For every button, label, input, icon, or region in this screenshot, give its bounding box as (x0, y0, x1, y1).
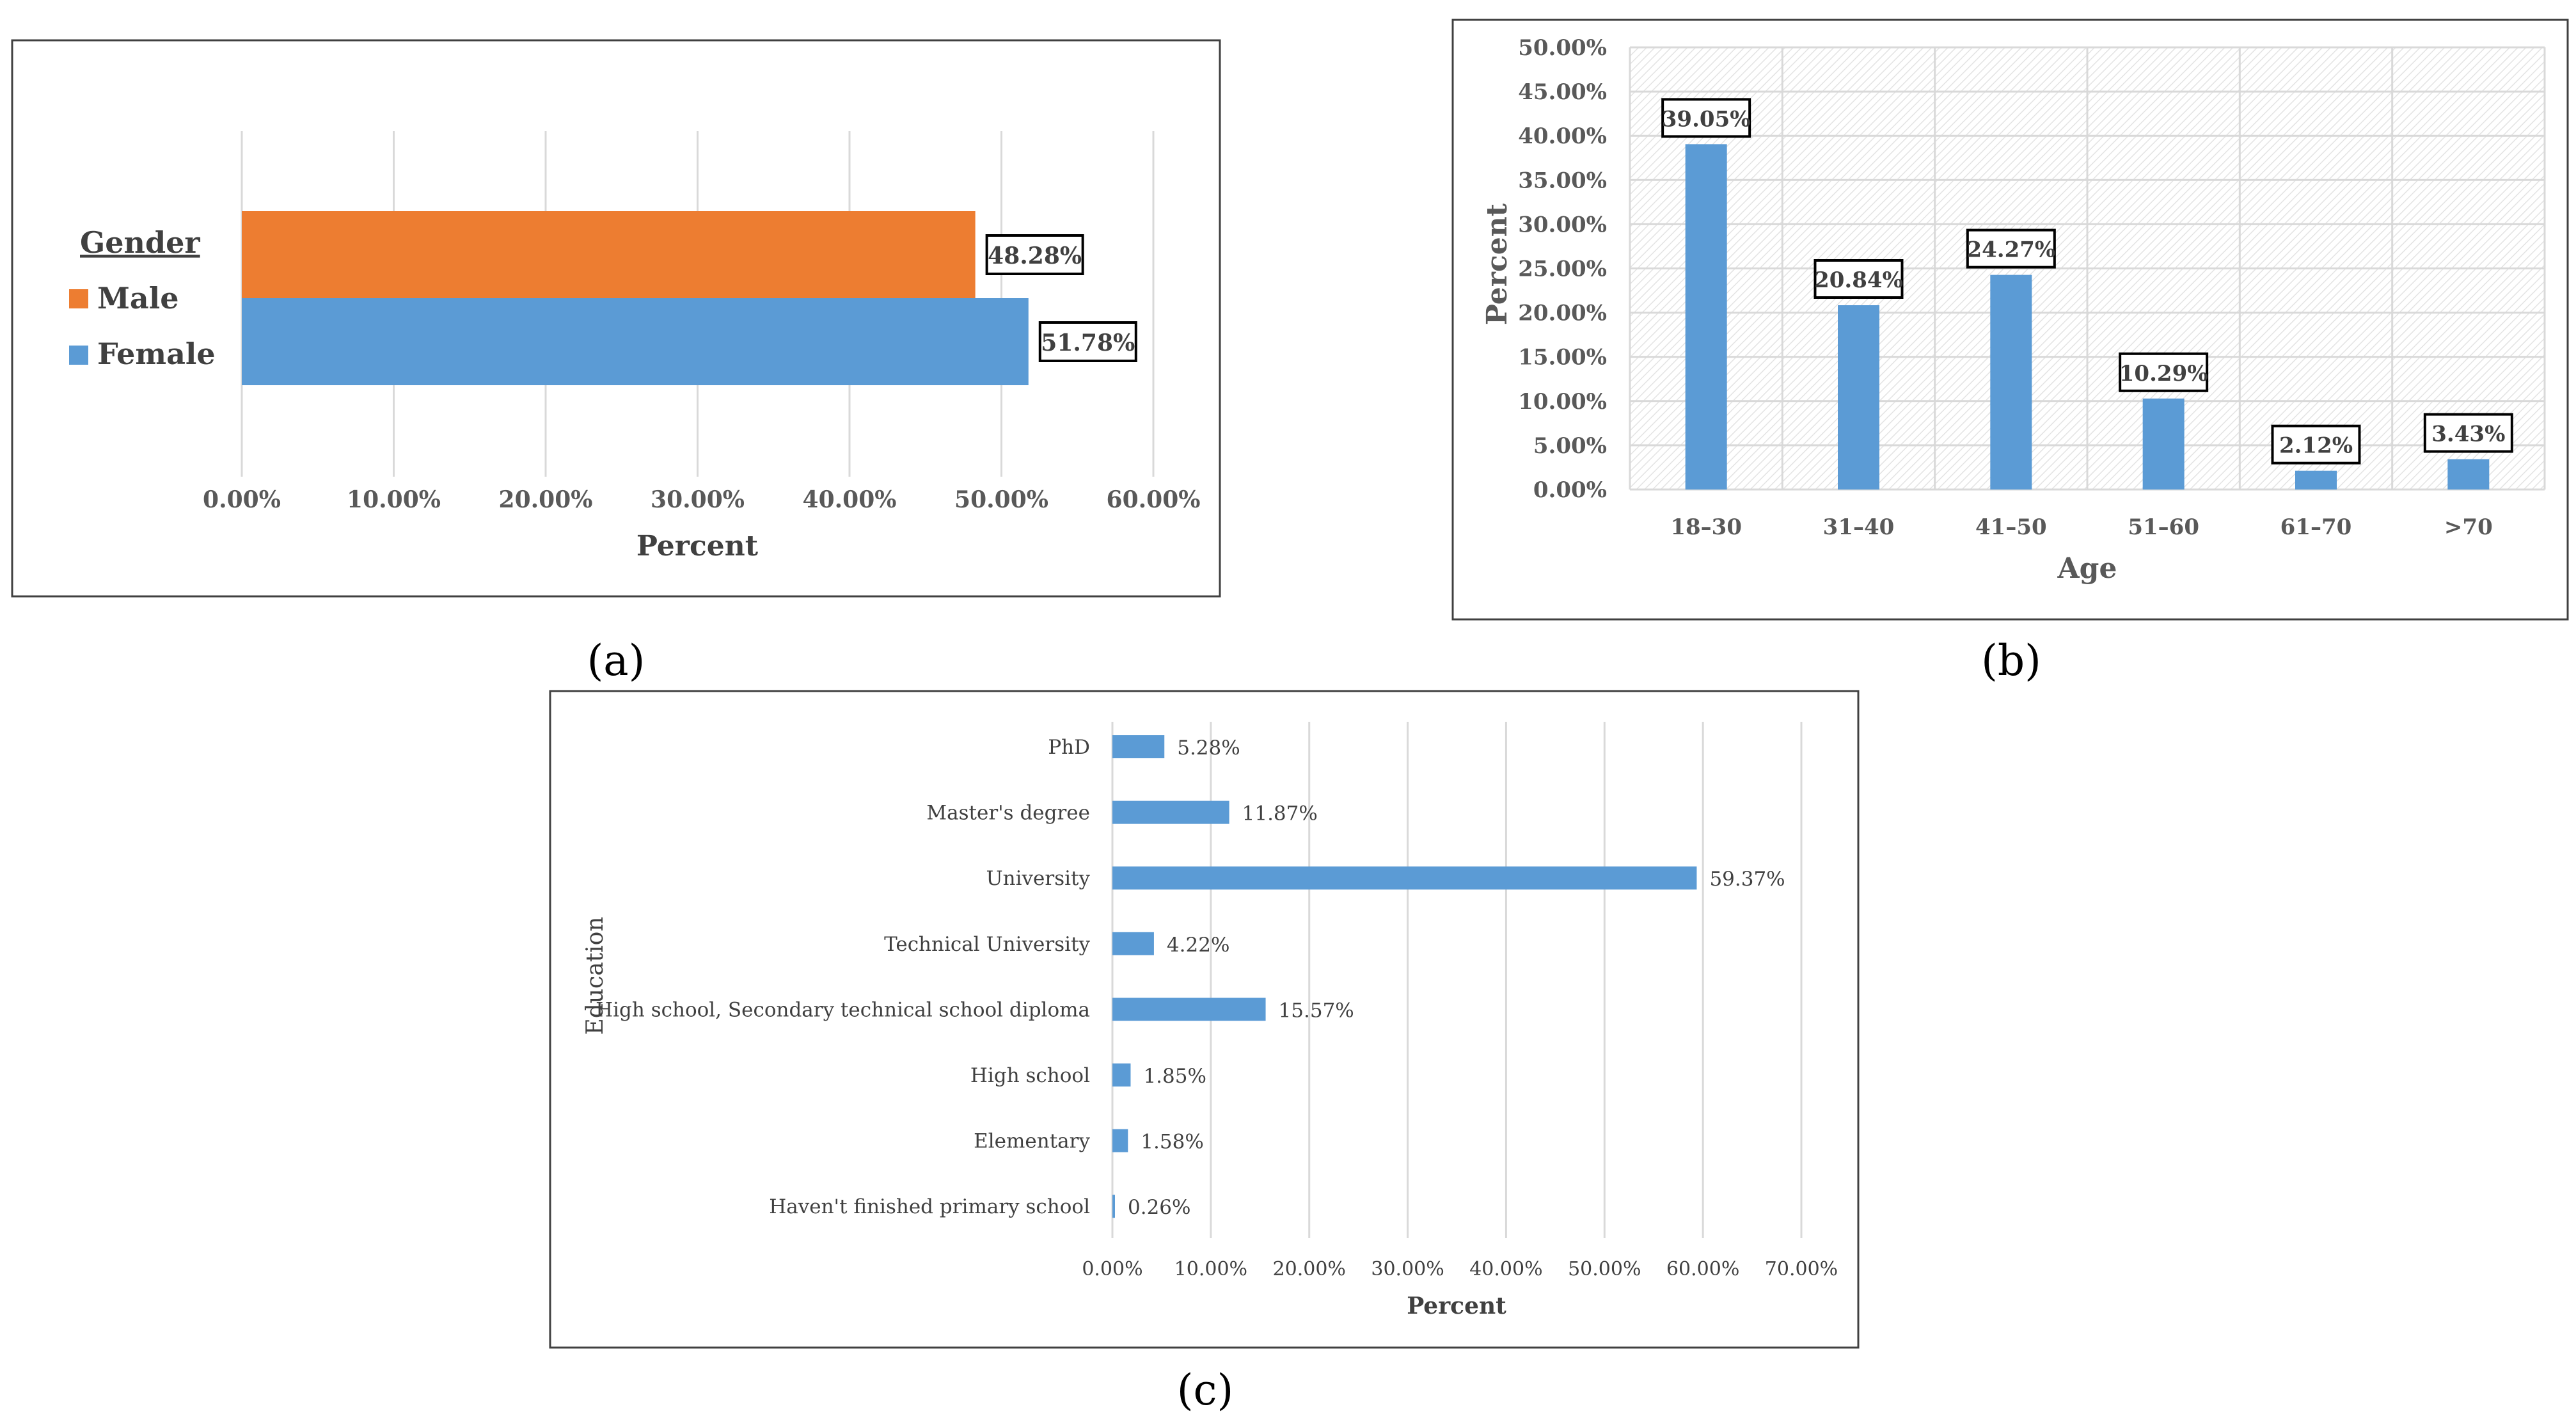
data-label-box (1966, 228, 2056, 269)
data-label-box (985, 234, 1084, 275)
bar-51–60 (2142, 398, 2185, 490)
y-tick-label: 5.00% (1533, 433, 1607, 459)
x-axis-title: Percent (1407, 1293, 1506, 1319)
x-tick-label: 51–60 (2128, 514, 2199, 540)
x-axis-title: Percent (636, 530, 759, 562)
category-label: High school (970, 1064, 1090, 1087)
x-tick-label: >70 (2444, 514, 2493, 540)
gender-chart: 48.28% 51.78% 0.00% 10.00% 20.00% 30.00% 40.0… (11, 39, 1221, 598)
x-tick-label: 31–40 (1823, 514, 1895, 540)
data-label: 39.05% (1662, 106, 1751, 132)
data-label: 2.12% (2279, 433, 2353, 459)
y-tick-label: 35.00% (1518, 168, 1607, 193)
data-label: 51.78% (1041, 330, 1135, 356)
x-tick-label: 20.00% (1273, 1258, 1346, 1280)
category-label: Elementary (974, 1130, 1090, 1153)
data-label: 15.57% (1279, 999, 1354, 1022)
bar-3 (1112, 932, 1154, 955)
data-label: 4.22% (1167, 934, 1229, 957)
data-label-box (1038, 321, 1137, 362)
x-tick-label: 18–30 (1670, 514, 1742, 540)
x-tick-label: 60.00% (1107, 486, 1201, 513)
x-tick-label: 20.00% (499, 486, 593, 513)
data-label-box (2423, 413, 2513, 453)
x-tick-label: 10.00% (1174, 1258, 1247, 1280)
legend-label-female: Female (97, 337, 216, 371)
x-tick-label: 60.00% (1666, 1258, 1739, 1280)
x-tick-label: 0.00% (1082, 1258, 1142, 1280)
bar-6 (1112, 1129, 1128, 1152)
data-label-box (2119, 352, 2209, 392)
y-axis-title: Percent (1481, 203, 1513, 325)
panel-label-c: (c) (1177, 1365, 1233, 1415)
bar-female (242, 298, 1029, 385)
legend-label-male: Male (97, 281, 178, 315)
data-label: 0.26% (1128, 1196, 1190, 1219)
data-label: 20.84% (1814, 267, 1903, 293)
x-axis-title: Age (2057, 552, 2117, 585)
x-tick-label: 41–50 (1975, 514, 2047, 540)
y-tick-label: 15.00% (1518, 345, 1607, 370)
bar-2 (1112, 866, 1697, 890)
data-label: 24.27% (1966, 237, 2055, 263)
data-label: 48.28% (988, 243, 1082, 269)
x-tick-label: 0.00% (203, 486, 281, 513)
x-tick-label: 40.00% (803, 486, 897, 513)
age-chart: 39.05% 20.84% 24.27% 10.29% 2.12% 3.43% 0.00%… (1451, 19, 2569, 621)
legend-swatch-female (69, 346, 88, 365)
category-label: PhD (1048, 736, 1090, 759)
y-tick-label: 20.00% (1518, 301, 1607, 326)
education-chart: 5.28% 11.87% 59.37% 4.22% 15.57% 1.85% 1.58% 0.… (549, 690, 1860, 1349)
panel-label-b: (b) (1981, 636, 2041, 685)
bar->70 (2447, 459, 2490, 490)
x-tick-label: 70.00% (1765, 1258, 1838, 1280)
data-label: 5.28% (1177, 736, 1240, 760)
bar-18–30 (1685, 144, 1727, 490)
y-tick-label: 0.00% (1533, 477, 1607, 503)
x-tick-label: 30.00% (651, 486, 745, 513)
legend-swatch-male (69, 289, 88, 308)
y-tick-label: 50.00% (1518, 35, 1607, 61)
x-tick-label: 40.00% (1469, 1258, 1542, 1280)
y-tick-label: 45.00% (1518, 79, 1607, 105)
bar-7 (1112, 1195, 1116, 1218)
data-label: 11.87% (1242, 802, 1318, 825)
data-label: 10.29% (2119, 361, 2208, 386)
category-label: Technical University (884, 933, 1090, 956)
bar-0 (1112, 735, 1165, 758)
y-tick-label: 10.00% (1518, 389, 1607, 415)
bar-4 (1112, 998, 1266, 1021)
data-label: 3.43% (2431, 422, 2505, 447)
category-label: Haven't finished primary school (769, 1195, 1090, 1218)
data-label: 1.85% (1143, 1065, 1206, 1088)
y-tick-label: 25.00% (1518, 257, 1607, 282)
category-label: High school, Secondary technical school … (596, 998, 1090, 1021)
y-tick-label: 40.00% (1518, 123, 1607, 149)
x-tick-label: 61–70 (2280, 514, 2352, 540)
x-tick-label: 10.00% (347, 486, 441, 513)
y-axis-title: Education (582, 917, 608, 1035)
bar-5 (1112, 1063, 1131, 1087)
category-label: University (986, 867, 1091, 890)
x-tick-label: 30.00% (1371, 1258, 1444, 1280)
x-tick-label: 50.00% (1568, 1258, 1641, 1280)
data-label-box (1661, 98, 1751, 138)
panel-label-a: (a) (587, 636, 645, 685)
bar-1 (1112, 800, 1229, 824)
category-label: Master's degree (926, 802, 1090, 825)
data-label-box (2271, 424, 2361, 465)
data-label: 59.37% (1709, 868, 1785, 891)
legend-title: Gender (80, 225, 200, 260)
bar-male (242, 211, 976, 298)
bar-61–70 (2295, 470, 2337, 490)
x-tick-label: 50.00% (954, 486, 1048, 513)
bar-31–40 (1838, 305, 1879, 490)
bar-41–50 (1990, 275, 2032, 490)
y-tick-label: 30.00% (1518, 212, 1607, 237)
data-label-box (1813, 259, 1904, 299)
data-label: 1.58% (1141, 1131, 1203, 1154)
